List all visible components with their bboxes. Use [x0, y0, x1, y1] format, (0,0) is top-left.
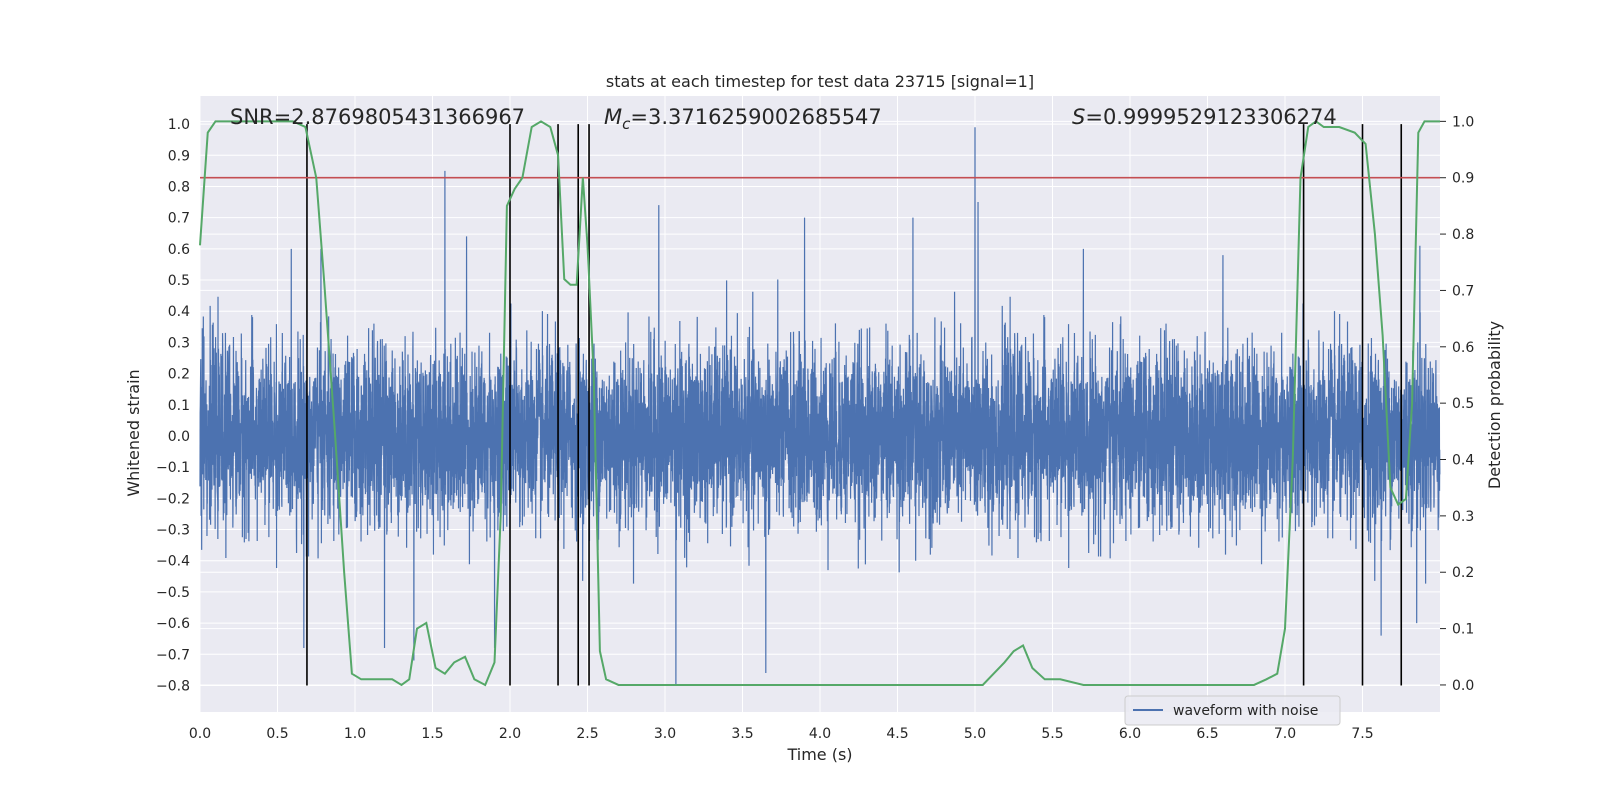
- x-tick-label: 4.5: [886, 726, 908, 742]
- legend: waveform with noise: [1124, 695, 1341, 726]
- y-right-tick-label: 0.7: [1452, 283, 1474, 299]
- y-left-tick-label: 0.9: [168, 148, 190, 164]
- x-tick-label: 2.0: [499, 726, 521, 742]
- x-tick-label: 6.0: [1119, 726, 1141, 742]
- y-right-tick-label: 0.8: [1452, 227, 1474, 243]
- y-right-tick-label: 0.4: [1452, 453, 1474, 469]
- waveform-series: [199, 127, 1441, 686]
- y-left-tick-label: 0.0: [168, 429, 190, 445]
- y-left-tick-label: −0.5: [156, 585, 190, 601]
- y-right-tick-label: 0.9: [1452, 171, 1474, 187]
- chirp-mass-subscript: c: [622, 115, 631, 133]
- y-right-tick-label: 0.0: [1452, 678, 1474, 694]
- score-annotation: S=0.9999529123306274: [1072, 105, 1337, 129]
- x-tick-label: 5.0: [964, 726, 986, 742]
- y-left-tick-label: −0.8: [156, 678, 190, 694]
- chirp-mass-value: =3.3716259002685547: [630, 105, 881, 129]
- y-left-tick-label: −0.6: [156, 616, 190, 632]
- x-tick-label: 5.5: [1041, 726, 1063, 742]
- score-symbol: S: [1072, 105, 1085, 129]
- y-left-tick-label: 0.3: [168, 335, 190, 351]
- y-right-tick-labels: 1.0 0.9 0.8 0.7 0.6 0.5 0.4 0.3 0.2 0.1 0.0: [1440, 114, 1474, 694]
- y-left-tick-label: −0.1: [156, 460, 190, 476]
- waveform-line: [199, 127, 1441, 686]
- x-tick-label: 1.0: [344, 726, 366, 742]
- y-right-tick-label: 0.6: [1452, 340, 1474, 356]
- y-right-tick-label: 0.5: [1452, 396, 1474, 412]
- x-tick-labels: 0.0 0.5 1.0 1.5 2.0 2.5 3.0 3.5 4.0 4.5 5.0 5.5 6.0 6…: [189, 726, 1374, 742]
- snr-annotation: SNR=2.8769805431366967: [230, 105, 525, 129]
- score-value: =0.9999529123306274: [1085, 105, 1336, 129]
- y-left-tick-label: −0.4: [156, 554, 190, 570]
- x-tick-label: 0.0: [189, 726, 211, 742]
- x-tick-label: 7.5: [1351, 726, 1373, 742]
- x-tick-label: 4.0: [809, 726, 831, 742]
- y-left-tick-label: 0.6: [168, 242, 190, 258]
- y-left-tick-label: 0.7: [168, 211, 190, 227]
- y-right-tick-label: 0.1: [1452, 622, 1474, 638]
- x-tick-label: 1.5: [421, 726, 443, 742]
- y-left-tick-label: −0.3: [156, 523, 190, 539]
- y-left-tick-label: 0.1: [168, 398, 190, 414]
- y-left-tick-label: 0.2: [168, 367, 190, 383]
- y-left-tick-label: −0.7: [156, 647, 190, 663]
- x-tick-label: 3.5: [731, 726, 753, 742]
- y-left-tick-label: 0.5: [168, 273, 190, 289]
- y-left-tick-labels: 1.0 0.9 0.8 0.7 0.6 0.5 0.4 0.3 0.2 0.1 0.0 −0.1 −0.…: [156, 117, 190, 694]
- probability-series: [199, 120, 1440, 687]
- y-left-tick-label: 1.0: [168, 117, 190, 133]
- probability-line: [199, 120, 1440, 687]
- legend-label: waveform with noise: [1173, 703, 1318, 719]
- y-right-tick-label: 0.3: [1452, 509, 1474, 525]
- y-left-axis-title: Whitened strain: [124, 369, 143, 496]
- y-left-tick-label: 0.8: [168, 179, 190, 195]
- x-tick-label: 0.5: [266, 726, 288, 742]
- x-axis-title: Time (s): [786, 745, 852, 764]
- legend-box: [1124, 695, 1341, 726]
- chirp-mass-annotation: Mc=3.3716259002685547: [604, 105, 882, 133]
- x-tick-label: 3.0: [654, 726, 676, 742]
- y-right-tick-label: 1.0: [1452, 114, 1474, 130]
- vertical-lines: [306, 124, 1403, 686]
- y-left-tick-label: 0.4: [168, 304, 190, 320]
- y-right-axis-title: Detection probability: [1485, 321, 1504, 489]
- y-right-tick-label: 0.2: [1452, 565, 1474, 581]
- chirp-mass-symbol: M: [604, 105, 622, 129]
- y-left-tick-label: −0.2: [156, 491, 190, 507]
- chart-title: stats at each timestep for test data 237…: [606, 72, 1034, 91]
- x-tick-label: 2.5: [576, 726, 598, 742]
- x-tick-label: 7.0: [1274, 726, 1296, 742]
- x-tick-label: 6.5: [1196, 726, 1218, 742]
